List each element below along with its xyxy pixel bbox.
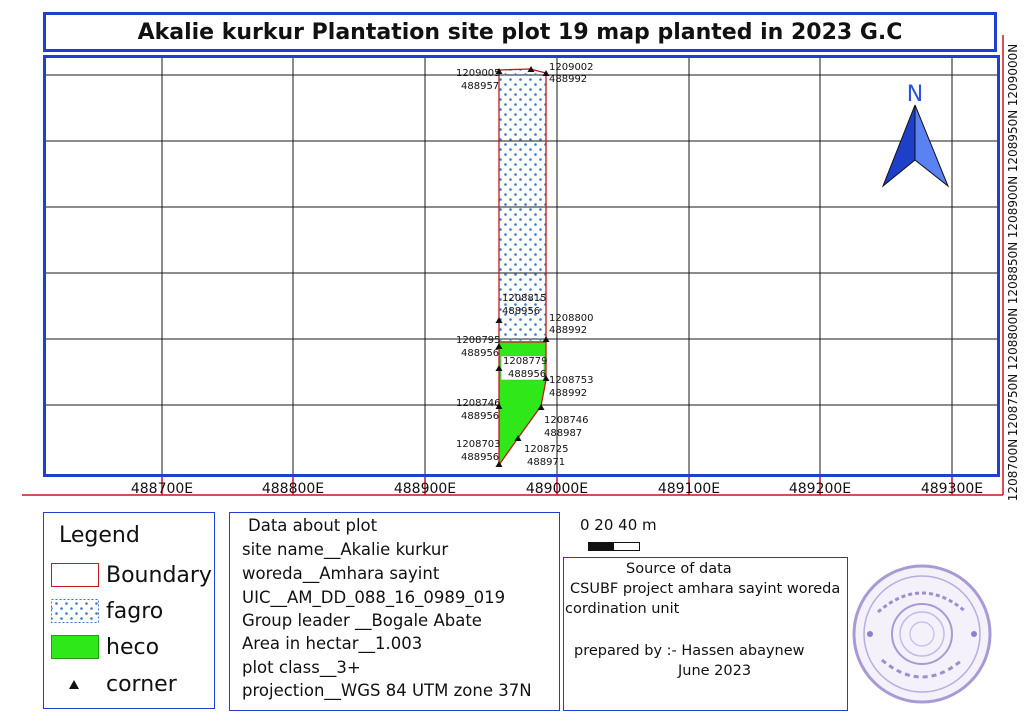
prepared-by: prepared by :- Hassen abaynew: [574, 643, 805, 659]
easting-label: 488900E: [394, 481, 456, 497]
legend-label-corner: corner: [106, 672, 177, 697]
legend-title: Legend: [59, 523, 140, 548]
easting-label: 488800E: [262, 481, 324, 497]
source-line: CSUBF project amhara sayint woreda: [570, 581, 841, 597]
corner-marker: [495, 343, 503, 349]
graticule-ticks: [22, 35, 1004, 496]
plot-info-box: Data about plot site name__Akalie kurkur…: [229, 512, 560, 711]
northing-label: 1209000N: [1006, 44, 1020, 106]
source-heading: Source of data: [626, 561, 732, 577]
corner-marker: [527, 66, 535, 72]
plot-info-heading: Data about plot: [248, 516, 378, 535]
north-arrow-icon: N: [881, 82, 950, 188]
corner-label-easting: 488992: [549, 388, 587, 399]
map-canvas: 1209005 488957 1209002 488992 1208815 48…: [22, 35, 1020, 501]
easting-labels: 488700E 488800E 488900E 489000E 489100E …: [131, 481, 983, 497]
scale-bar-label: 0 20 40 m: [580, 516, 657, 534]
corner-triangle-icon: [69, 680, 79, 689]
prepared-date: June 2023: [678, 663, 752, 679]
corner-label-easting: 488987: [544, 428, 582, 439]
corner-label-northing: 1208779: [503, 356, 548, 367]
easting-label: 489100E: [658, 481, 720, 497]
corner-marker: [542, 336, 550, 342]
corner-label-easting: 488957: [461, 81, 499, 92]
corner-label-northing: 1208703: [456, 439, 501, 450]
official-stamp-icon: [852, 564, 992, 704]
source-box: Source of data CSUBF project amhara sayi…: [563, 557, 848, 711]
corner-marker: [495, 403, 503, 409]
corner-label-northing: 1209002: [549, 62, 594, 73]
corner-label-northing: 1209005: [456, 68, 501, 79]
northing-label: 1208700N: [1006, 439, 1020, 501]
corner-label-easting: 488956: [461, 348, 499, 359]
fagro-area: [498, 68, 547, 343]
corner-marker: [542, 375, 550, 381]
heco-swatch: [51, 635, 99, 659]
corner-label-easting: 488956: [461, 411, 499, 422]
plot-info-line: plot class__3+: [242, 658, 361, 677]
corner-marker: [495, 68, 503, 74]
easting-label: 489200E: [789, 481, 851, 497]
corner-label-easting: 488956: [461, 452, 499, 463]
legend-box: Legend Boundary fagro heco corner: [43, 512, 215, 709]
northing-label: 1208750N: [1006, 374, 1020, 436]
corner-label-northing: 1208800: [549, 313, 594, 324]
corner-labels: 1209005 488957 1209002 488992 1208815 48…: [456, 62, 594, 468]
northing-label: 1208900N: [1006, 176, 1020, 238]
northing-labels: 1208700N 1208750N 1208800N 1208850N 1208…: [1006, 44, 1020, 501]
scale-bar: [588, 542, 640, 551]
corner-label-easting: 488992: [549, 325, 587, 336]
corner-label-easting: 488971: [527, 457, 565, 468]
corner-label-northing: 1208746: [544, 415, 589, 426]
fagro-swatch: [51, 599, 99, 623]
map-frame: [43, 55, 1000, 477]
scale-bar-segment: [589, 543, 614, 550]
legend-label-heco: heco: [106, 635, 160, 660]
easting-label: 489300E: [921, 481, 983, 497]
map-title: Akalie kurkur Plantation site plot 19 ma…: [137, 19, 903, 45]
legend-label-boundary: Boundary: [106, 563, 212, 588]
source-line: cordination unit: [565, 601, 680, 617]
corner-label-northing: 1208746: [456, 398, 501, 409]
northing-label: 1208800N: [1006, 308, 1020, 370]
northing-label: 1208850N: [1006, 242, 1020, 304]
corner-label-northing: 1208753: [549, 375, 594, 386]
corner-marker: [537, 404, 545, 410]
corner-markers: [495, 66, 550, 467]
corner-marker: [495, 365, 503, 371]
corner-label-northing: 1208725: [524, 444, 569, 455]
corner-marker: [495, 317, 503, 323]
legend-label-fagro: fagro: [106, 599, 164, 624]
boundary-swatch: [51, 563, 99, 587]
easting-label: 489000E: [526, 481, 588, 497]
corner-label-easting: 488992: [549, 74, 587, 85]
plot-info-line: projection__WGS 84 UTM zone 37N: [242, 681, 532, 700]
northing-label: 1208950N: [1006, 110, 1020, 172]
corner-label-easting: 488956: [508, 369, 546, 380]
north-letter: N: [907, 82, 923, 107]
plot-info-line: Group leader __Bogale Abate: [242, 611, 482, 630]
plot-info-line: site name__Akalie kurkur: [242, 540, 449, 559]
corner-marker: [514, 435, 522, 441]
plot-info-line: Area in hectar__1.003: [242, 634, 423, 653]
easting-label: 488700E: [131, 481, 193, 497]
plot-info-line: UIC__AM_DD_088_16_0989_019: [242, 588, 506, 607]
corner-label-northing: 1208795: [456, 335, 501, 346]
corner-label-northing: 1208815: [502, 293, 547, 304]
corner-marker: [495, 461, 503, 467]
title-box: Akalie kurkur Plantation site plot 19 ma…: [43, 12, 997, 52]
plot-info-line: woreda__Amhara sayint: [242, 564, 440, 583]
corner-label-easting: 488956: [502, 306, 540, 317]
corner-marker: [542, 70, 550, 76]
